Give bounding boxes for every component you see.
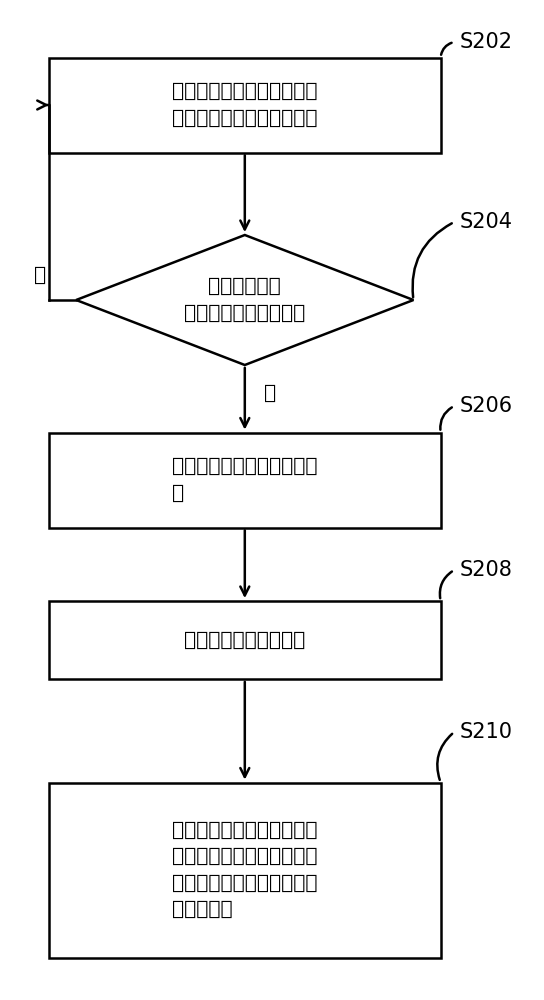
- Text: 于电子装置执行作业系统之
前，控制感应单元感应条码: 于电子装置执行作业系统之 前，控制感应单元感应条码: [172, 82, 318, 128]
- Text: S202: S202: [460, 32, 512, 52]
- Text: 继续进行电子装置的开机作
业: 继续进行电子装置的开机作 业: [172, 457, 318, 503]
- Text: 是: 是: [264, 384, 276, 403]
- FancyBboxPatch shape: [49, 601, 441, 679]
- Text: 判断感应到的
条码是否符合预设条码: 判断感应到的 条码是否符合预设条码: [184, 277, 305, 323]
- FancyBboxPatch shape: [49, 432, 441, 527]
- Polygon shape: [76, 235, 413, 365]
- Text: S206: S206: [460, 396, 513, 416]
- Text: 作业系统完成开机作业: 作业系统完成开机作业: [184, 631, 305, 650]
- Text: 自嵌入式控制器取得感应单
元的控制权，并控制感应单
元感应条码或对感应单元进
行设定操作: 自嵌入式控制器取得感应单 元的控制权，并控制感应单 元感应条码或对感应单元进 行…: [172, 821, 318, 919]
- Text: S210: S210: [460, 722, 512, 742]
- Text: S208: S208: [460, 560, 512, 580]
- Text: S204: S204: [460, 212, 512, 232]
- FancyBboxPatch shape: [49, 782, 441, 958]
- Text: 否: 否: [34, 266, 46, 285]
- FancyBboxPatch shape: [49, 57, 441, 152]
